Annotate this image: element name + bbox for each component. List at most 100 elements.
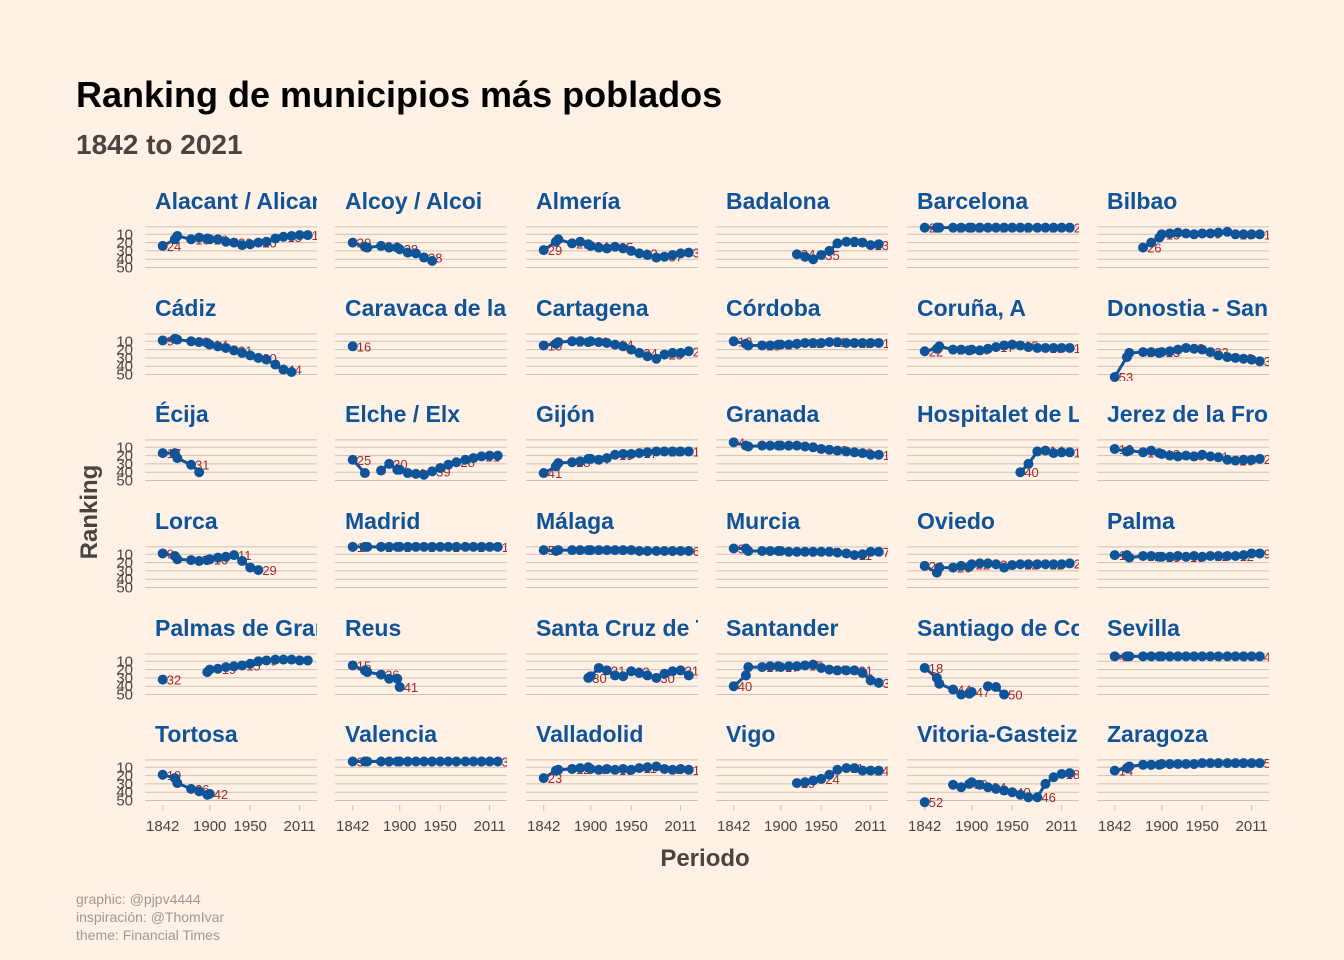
data-point: [204, 664, 215, 675]
data-point: [1007, 787, 1018, 798]
data-point: [1109, 765, 1120, 776]
data-point: [359, 468, 370, 479]
data-point: [229, 237, 240, 248]
data-point: [667, 666, 678, 677]
facet-panel: Barcelona2222222: [907, 188, 1079, 269]
data-point: [808, 546, 819, 557]
data-point: [1197, 344, 1208, 355]
data-point: [427, 756, 438, 767]
data-point: [642, 545, 653, 556]
data-point: [791, 338, 802, 349]
data-point: [991, 682, 1002, 693]
data-point: [873, 765, 884, 776]
data-point: [849, 447, 860, 458]
data-point: [172, 230, 183, 241]
data-point: [800, 660, 811, 671]
data-point: [832, 238, 843, 249]
data-point: [1164, 758, 1175, 769]
facet-panels: Alacant / Alicant10203040502416162020131…: [116, 188, 1325, 835]
data-point: [626, 666, 637, 677]
data-point: [1023, 458, 1034, 469]
data-point: [1023, 792, 1034, 803]
data-label: 40: [738, 679, 752, 694]
data-point: [194, 786, 205, 797]
data-point: [948, 222, 959, 233]
data-point: [783, 440, 794, 451]
data-point: [1040, 778, 1051, 789]
chart-subtitle: 1842 to 2021: [76, 129, 243, 160]
data-point: [1015, 340, 1026, 351]
facet-title: Jerez de la Frontera: [1107, 401, 1325, 427]
y-tick-label: 40: [116, 358, 133, 375]
data-point: [585, 240, 596, 251]
facet-title: Palmas de Gran Canaria, Las: [155, 615, 472, 641]
data-point: [575, 763, 586, 774]
facet-panel: Gijón41282419171515: [526, 401, 698, 481]
data-point: [1138, 550, 1149, 561]
data-point: [1254, 651, 1265, 662]
facet-panel: Vigo184219001950201129241114: [716, 721, 888, 835]
data-point: [1213, 758, 1224, 769]
data-label: 18: [1074, 341, 1088, 356]
data-label: 25: [357, 453, 371, 468]
y-tick-label: 30: [116, 243, 133, 260]
data-point: [1146, 445, 1157, 456]
data-point: [253, 352, 264, 363]
data-point: [683, 247, 694, 258]
data-point: [253, 565, 264, 576]
data-point: [974, 558, 985, 569]
data-point: [553, 234, 564, 245]
data-point: [1197, 449, 1208, 460]
data-point: [601, 453, 612, 464]
data-point: [634, 763, 645, 774]
data-point: [791, 778, 802, 789]
y-tick-label: 10: [116, 439, 133, 456]
facet-panel: Oviedo24262222222221: [907, 508, 1079, 589]
data-point: [791, 546, 802, 557]
data-point: [601, 763, 612, 774]
data-point: [634, 347, 645, 358]
y-tick-label: 50: [116, 793, 133, 810]
data-label: 29: [548, 243, 562, 258]
data-point: [808, 659, 819, 670]
data-point: [157, 769, 168, 780]
x-tick-label: 1950: [424, 818, 457, 835]
data-point: [1124, 651, 1135, 662]
data-point: [791, 249, 802, 260]
data-point: [419, 252, 430, 263]
data-point: [808, 442, 819, 453]
data-point: [204, 234, 215, 245]
data-point: [427, 541, 438, 552]
data-point: [865, 546, 876, 557]
data-point: [294, 230, 305, 241]
facet-panel: Vitoria-Gasteiz1842190019502011523034404…: [907, 721, 1079, 835]
data-point: [857, 667, 868, 678]
data-point: [1254, 229, 1265, 240]
data-point: [651, 353, 662, 364]
data-point: [783, 546, 794, 557]
data-point: [841, 337, 852, 348]
data-point: [1032, 222, 1043, 233]
data-point: [626, 344, 637, 355]
data-point: [468, 756, 479, 767]
data-point: [402, 247, 413, 258]
data-point: [1048, 772, 1059, 783]
facet-title: Valladolid: [536, 721, 643, 747]
data-point: [402, 756, 413, 767]
data-point: [1032, 342, 1043, 353]
data-point: [816, 337, 827, 348]
facet-panel: Murcia36677117: [716, 508, 888, 589]
data-point: [849, 665, 860, 676]
data-point: [816, 443, 827, 454]
data-label: 4: [738, 435, 745, 450]
x-tick-label: 1842: [908, 818, 941, 835]
data-point: [553, 458, 564, 469]
data-point: [220, 236, 231, 247]
data-point: [484, 541, 495, 552]
data-point: [991, 559, 1002, 570]
data-label: 5: [1264, 756, 1271, 771]
data-point: [824, 546, 835, 557]
data-point: [824, 769, 835, 780]
data-point: [626, 448, 637, 459]
data-point: [347, 454, 358, 465]
